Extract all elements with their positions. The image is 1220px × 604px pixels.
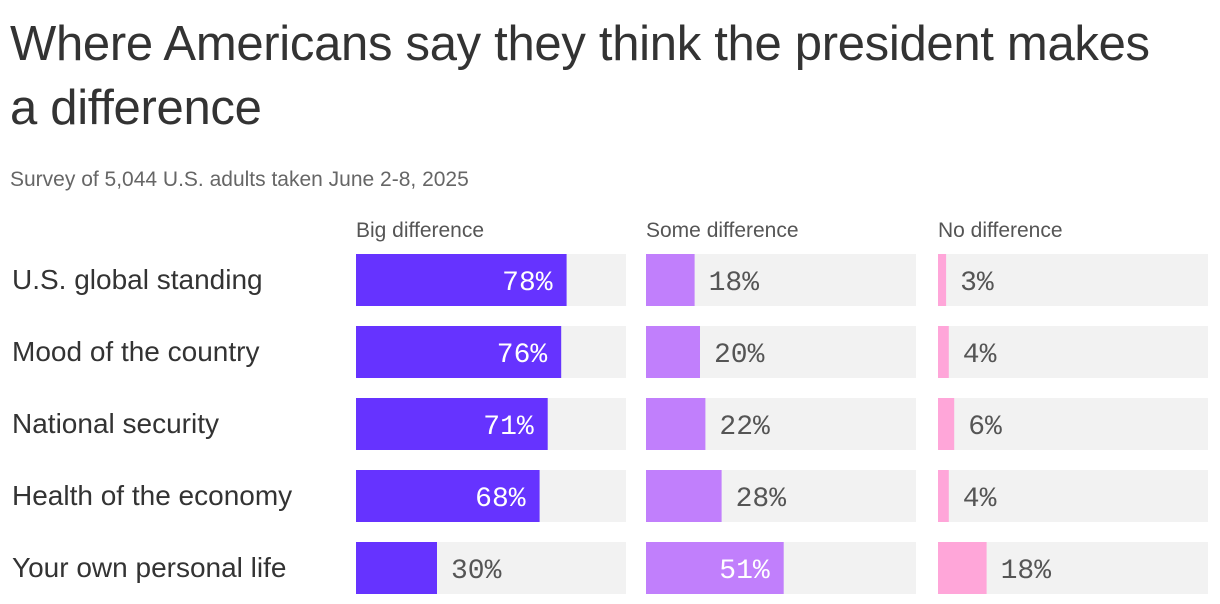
bar-some [646, 470, 722, 522]
data-label-big: 78% [502, 268, 553, 299]
bar-none [938, 470, 949, 522]
data-label-big: 30% [451, 556, 502, 587]
category-label: Your own personal life [12, 552, 286, 583]
column-header-big: Big difference [356, 219, 484, 242]
bar-none [938, 542, 987, 594]
bar-some [646, 254, 695, 306]
bar-big [356, 542, 437, 594]
data-label-some: 22% [719, 412, 770, 443]
bar-some [646, 542, 784, 594]
data-label-big: 76% [497, 340, 548, 371]
bar-none [938, 254, 947, 306]
bar-big [356, 398, 548, 450]
category-label: National security [12, 408, 219, 439]
bar-track-none [938, 254, 1208, 306]
bar-none [938, 398, 955, 450]
bar-some [646, 398, 706, 450]
bar-none [938, 326, 949, 378]
chart-title: Where Americans say they think the presi… [10, 17, 1150, 135]
column-header-none: No difference [938, 219, 1063, 242]
category-label: Mood of the country [12, 336, 259, 367]
bar-track-none [938, 326, 1208, 378]
data-label-none: 4% [963, 484, 997, 515]
bar-track-none [938, 470, 1208, 522]
bar-big [356, 254, 567, 306]
data-label-none: 6% [968, 412, 1002, 443]
data-label-some: 20% [714, 340, 765, 371]
data-label-big: 68% [475, 484, 526, 515]
bar-some [646, 326, 700, 378]
data-label-none: 4% [963, 340, 997, 371]
chart-subtitle: Survey of 5,044 U.S. adults taken June 2… [10, 168, 469, 191]
bar-big [356, 470, 540, 522]
data-label-some: 18% [709, 268, 760, 299]
bar-track-none [938, 398, 1208, 450]
data-label-some: 51% [719, 556, 770, 587]
category-label: Health of the economy [12, 480, 292, 511]
data-label-none: 18% [1001, 556, 1052, 587]
data-label-none: 3% [960, 268, 994, 299]
data-label-big: 71% [483, 412, 534, 443]
category-label: U.S. global standing [12, 264, 263, 295]
bar-big [356, 326, 562, 378]
data-label-some: 28% [736, 484, 787, 515]
column-header-some: Some difference [646, 219, 799, 242]
